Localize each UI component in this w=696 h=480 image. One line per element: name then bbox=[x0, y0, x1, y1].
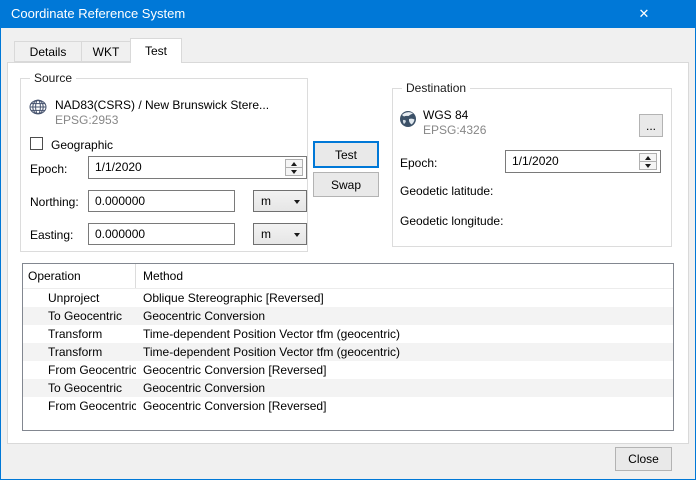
column-header-method[interactable]: Method bbox=[143, 269, 184, 283]
source-group-label: Source bbox=[30, 71, 77, 85]
browse-crs-button[interactable]: ... bbox=[639, 114, 663, 137]
operation-cell: Transform bbox=[48, 327, 103, 341]
method-cell: Geocentric Conversion bbox=[143, 381, 266, 395]
titlebar[interactable]: Coordinate Reference System ✕ bbox=[0, 0, 696, 28]
table-row[interactable]: Transform Time-dependent Position Vector… bbox=[23, 325, 673, 343]
easting-unit-dropdown[interactable]: m bbox=[253, 223, 307, 245]
geodetic-latitude-label: Geodetic latitude: bbox=[400, 184, 494, 198]
tab-wkt-label: WKT bbox=[92, 45, 120, 59]
destination-epoch-field[interactable]: 1/1/2020 bbox=[505, 150, 661, 173]
operation-cell: From Geocentric bbox=[48, 399, 136, 413]
globe-wireframe-icon bbox=[29, 99, 47, 115]
source-epoch-spinner[interactable] bbox=[285, 159, 303, 176]
easting-label: Easting: bbox=[30, 228, 74, 242]
browse-crs-label: ... bbox=[645, 118, 656, 133]
destination-group-label: Destination bbox=[402, 81, 471, 95]
test-button-label: Test bbox=[334, 147, 357, 162]
tab-test[interactable]: Test bbox=[130, 38, 182, 63]
tab-details[interactable]: Details bbox=[14, 41, 82, 62]
close-button[interactable]: Close bbox=[615, 447, 672, 471]
operations-table: Operation Method Unproject Oblique Stere… bbox=[22, 263, 674, 431]
method-cell: Geocentric Conversion [Reversed] bbox=[143, 399, 327, 413]
tab-test-label: Test bbox=[144, 44, 167, 58]
table-row[interactable]: Unproject Oblique Stereographic [Reverse… bbox=[23, 289, 673, 307]
operation-cell: To Geocentric bbox=[48, 309, 123, 323]
method-cell: Time-dependent Position Vector tfm (geoc… bbox=[143, 345, 401, 359]
easting-value: 0.000000 bbox=[95, 227, 146, 241]
northing-label: Northing: bbox=[30, 195, 79, 209]
swap-button[interactable]: Swap bbox=[313, 172, 379, 197]
table-row[interactable]: Transform Time-dependent Position Vector… bbox=[23, 343, 673, 361]
chevron-down-icon bbox=[294, 233, 300, 237]
destination-epoch-label: Epoch: bbox=[400, 156, 438, 170]
destination-epoch-value: 1/1/2020 bbox=[512, 154, 559, 168]
tab-details-label: Details bbox=[29, 45, 67, 59]
table-row[interactable]: To Geocentric Geocentric Conversion bbox=[23, 307, 673, 325]
method-cell: Geocentric Conversion bbox=[143, 309, 266, 323]
geodetic-longitude-label: Geodetic longitude: bbox=[400, 214, 504, 228]
spin-up-icon bbox=[640, 154, 656, 161]
table-row[interactable]: From Geocentric Geocentric Conversion [R… bbox=[23, 361, 673, 379]
geographic-label[interactable]: Geographic bbox=[51, 138, 114, 152]
geographic-checkbox[interactable] bbox=[30, 137, 43, 150]
operation-cell: Transform bbox=[48, 345, 103, 359]
destination-epoch-spinner[interactable] bbox=[639, 153, 657, 170]
table-row[interactable]: From Geocentric Geocentric Conversion [R… bbox=[23, 397, 673, 415]
destination-crs-name: WGS 84 bbox=[423, 108, 469, 122]
table-row[interactable]: To Geocentric Geocentric Conversion bbox=[23, 379, 673, 397]
chevron-down-icon bbox=[294, 200, 300, 204]
method-cell: Geocentric Conversion [Reversed] bbox=[143, 363, 327, 377]
operation-cell: Unproject bbox=[48, 291, 100, 305]
column-header-operation[interactable]: Operation bbox=[23, 264, 136, 288]
globe-dark-icon bbox=[400, 111, 416, 127]
source-epoch-label: Epoch: bbox=[30, 162, 68, 176]
operations-table-header: Operation Method bbox=[23, 264, 673, 289]
tab-wkt[interactable]: WKT bbox=[81, 41, 131, 62]
spin-down-icon bbox=[286, 167, 302, 175]
spin-down-icon bbox=[640, 161, 656, 169]
source-crs-code: EPSG:2953 bbox=[55, 113, 119, 127]
northing-value: 0.000000 bbox=[95, 194, 146, 208]
method-cell: Oblique Stereographic [Reversed] bbox=[143, 291, 324, 305]
spin-up-icon bbox=[286, 160, 302, 167]
swap-button-label: Swap bbox=[330, 177, 362, 192]
window-title: Coordinate Reference System bbox=[11, 6, 186, 21]
source-epoch-value: 1/1/2020 bbox=[95, 160, 142, 174]
northing-unit-value: m bbox=[261, 194, 271, 208]
close-button-label: Close bbox=[628, 452, 659, 466]
source-crs-name: NAD83(CSRS) / New Brunswick Stere... bbox=[55, 98, 270, 112]
easting-unit-value: m bbox=[261, 227, 271, 241]
operation-cell: From Geocentric bbox=[48, 363, 136, 377]
northing-input[interactable]: 0.000000 bbox=[88, 190, 235, 212]
method-cell: Time-dependent Position Vector tfm (geoc… bbox=[143, 327, 401, 341]
easting-input[interactable]: 0.000000 bbox=[88, 223, 235, 245]
northing-unit-dropdown[interactable]: m bbox=[253, 190, 307, 212]
close-icon[interactable]: ✕ bbox=[638, 6, 650, 21]
operation-cell: To Geocentric bbox=[48, 381, 123, 395]
source-epoch-field[interactable]: 1/1/2020 bbox=[88, 156, 307, 179]
destination-crs-code: EPSG:4326 bbox=[423, 123, 487, 137]
test-button[interactable]: Test bbox=[313, 141, 379, 168]
